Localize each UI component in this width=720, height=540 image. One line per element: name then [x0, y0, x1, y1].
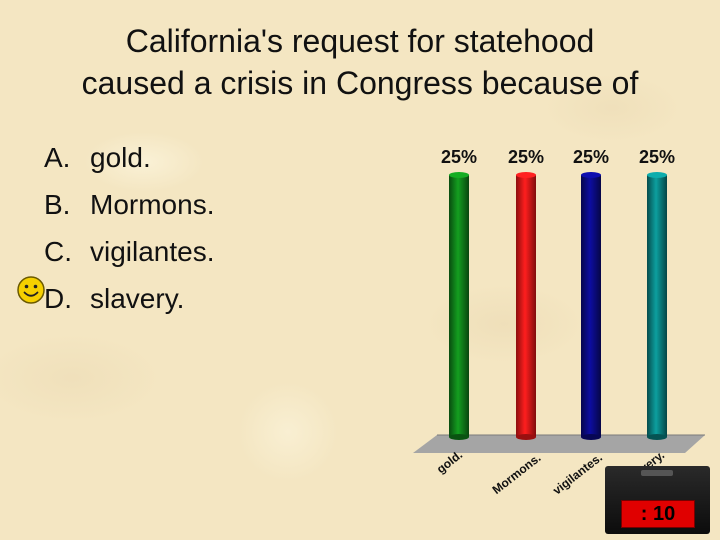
- option-letter: D.: [44, 283, 72, 314]
- timer-slot: [641, 470, 673, 476]
- option-text: Mormons.: [90, 189, 215, 220]
- option-letter: C.: [44, 236, 72, 267]
- question-title: California's request for statehood cause…: [20, 20, 700, 104]
- bar-2: [516, 172, 536, 440]
- option-text: vigilantes.: [90, 236, 215, 267]
- chart-floor: [413, 435, 705, 453]
- option-letter: B.: [44, 189, 71, 220]
- option-b[interactable]: B. Mormons.: [44, 181, 215, 228]
- bar-4: [647, 172, 667, 440]
- option-a[interactable]: A. gold.: [44, 134, 215, 181]
- option-text: gold.: [90, 142, 151, 173]
- timer-display: : 10: [621, 500, 695, 528]
- answer-options: A. gold. B. Mormons. C. vigilantes. D. slave…: [44, 134, 215, 322]
- bar-1: [449, 172, 469, 440]
- category-label-2: Mormons.: [490, 451, 544, 497]
- value-label-2: 25%: [508, 147, 544, 167]
- option-c[interactable]: C. vigilantes.: [44, 228, 215, 275]
- smiley-face-icon: [17, 276, 45, 304]
- value-label-4: 25%: [639, 147, 675, 167]
- category-label-3: vigilantes.: [550, 450, 605, 497]
- option-d[interactable]: D. slavery.: [44, 275, 215, 322]
- value-label-1: 25%: [441, 147, 477, 167]
- value-label-3: 25%: [573, 147, 609, 167]
- bar-3: [581, 172, 601, 440]
- option-letter: A.: [44, 142, 71, 173]
- option-text: slavery.: [90, 283, 185, 314]
- countdown-timer: : 10: [605, 466, 710, 534]
- question-line-2: caused a crisis in Congress because of: [81, 65, 639, 101]
- question-line-1: California's request for statehood: [125, 23, 595, 59]
- response-bar-chart: 25%25%25%25% gold.Mormons.vigilantes.sla…: [413, 147, 705, 497]
